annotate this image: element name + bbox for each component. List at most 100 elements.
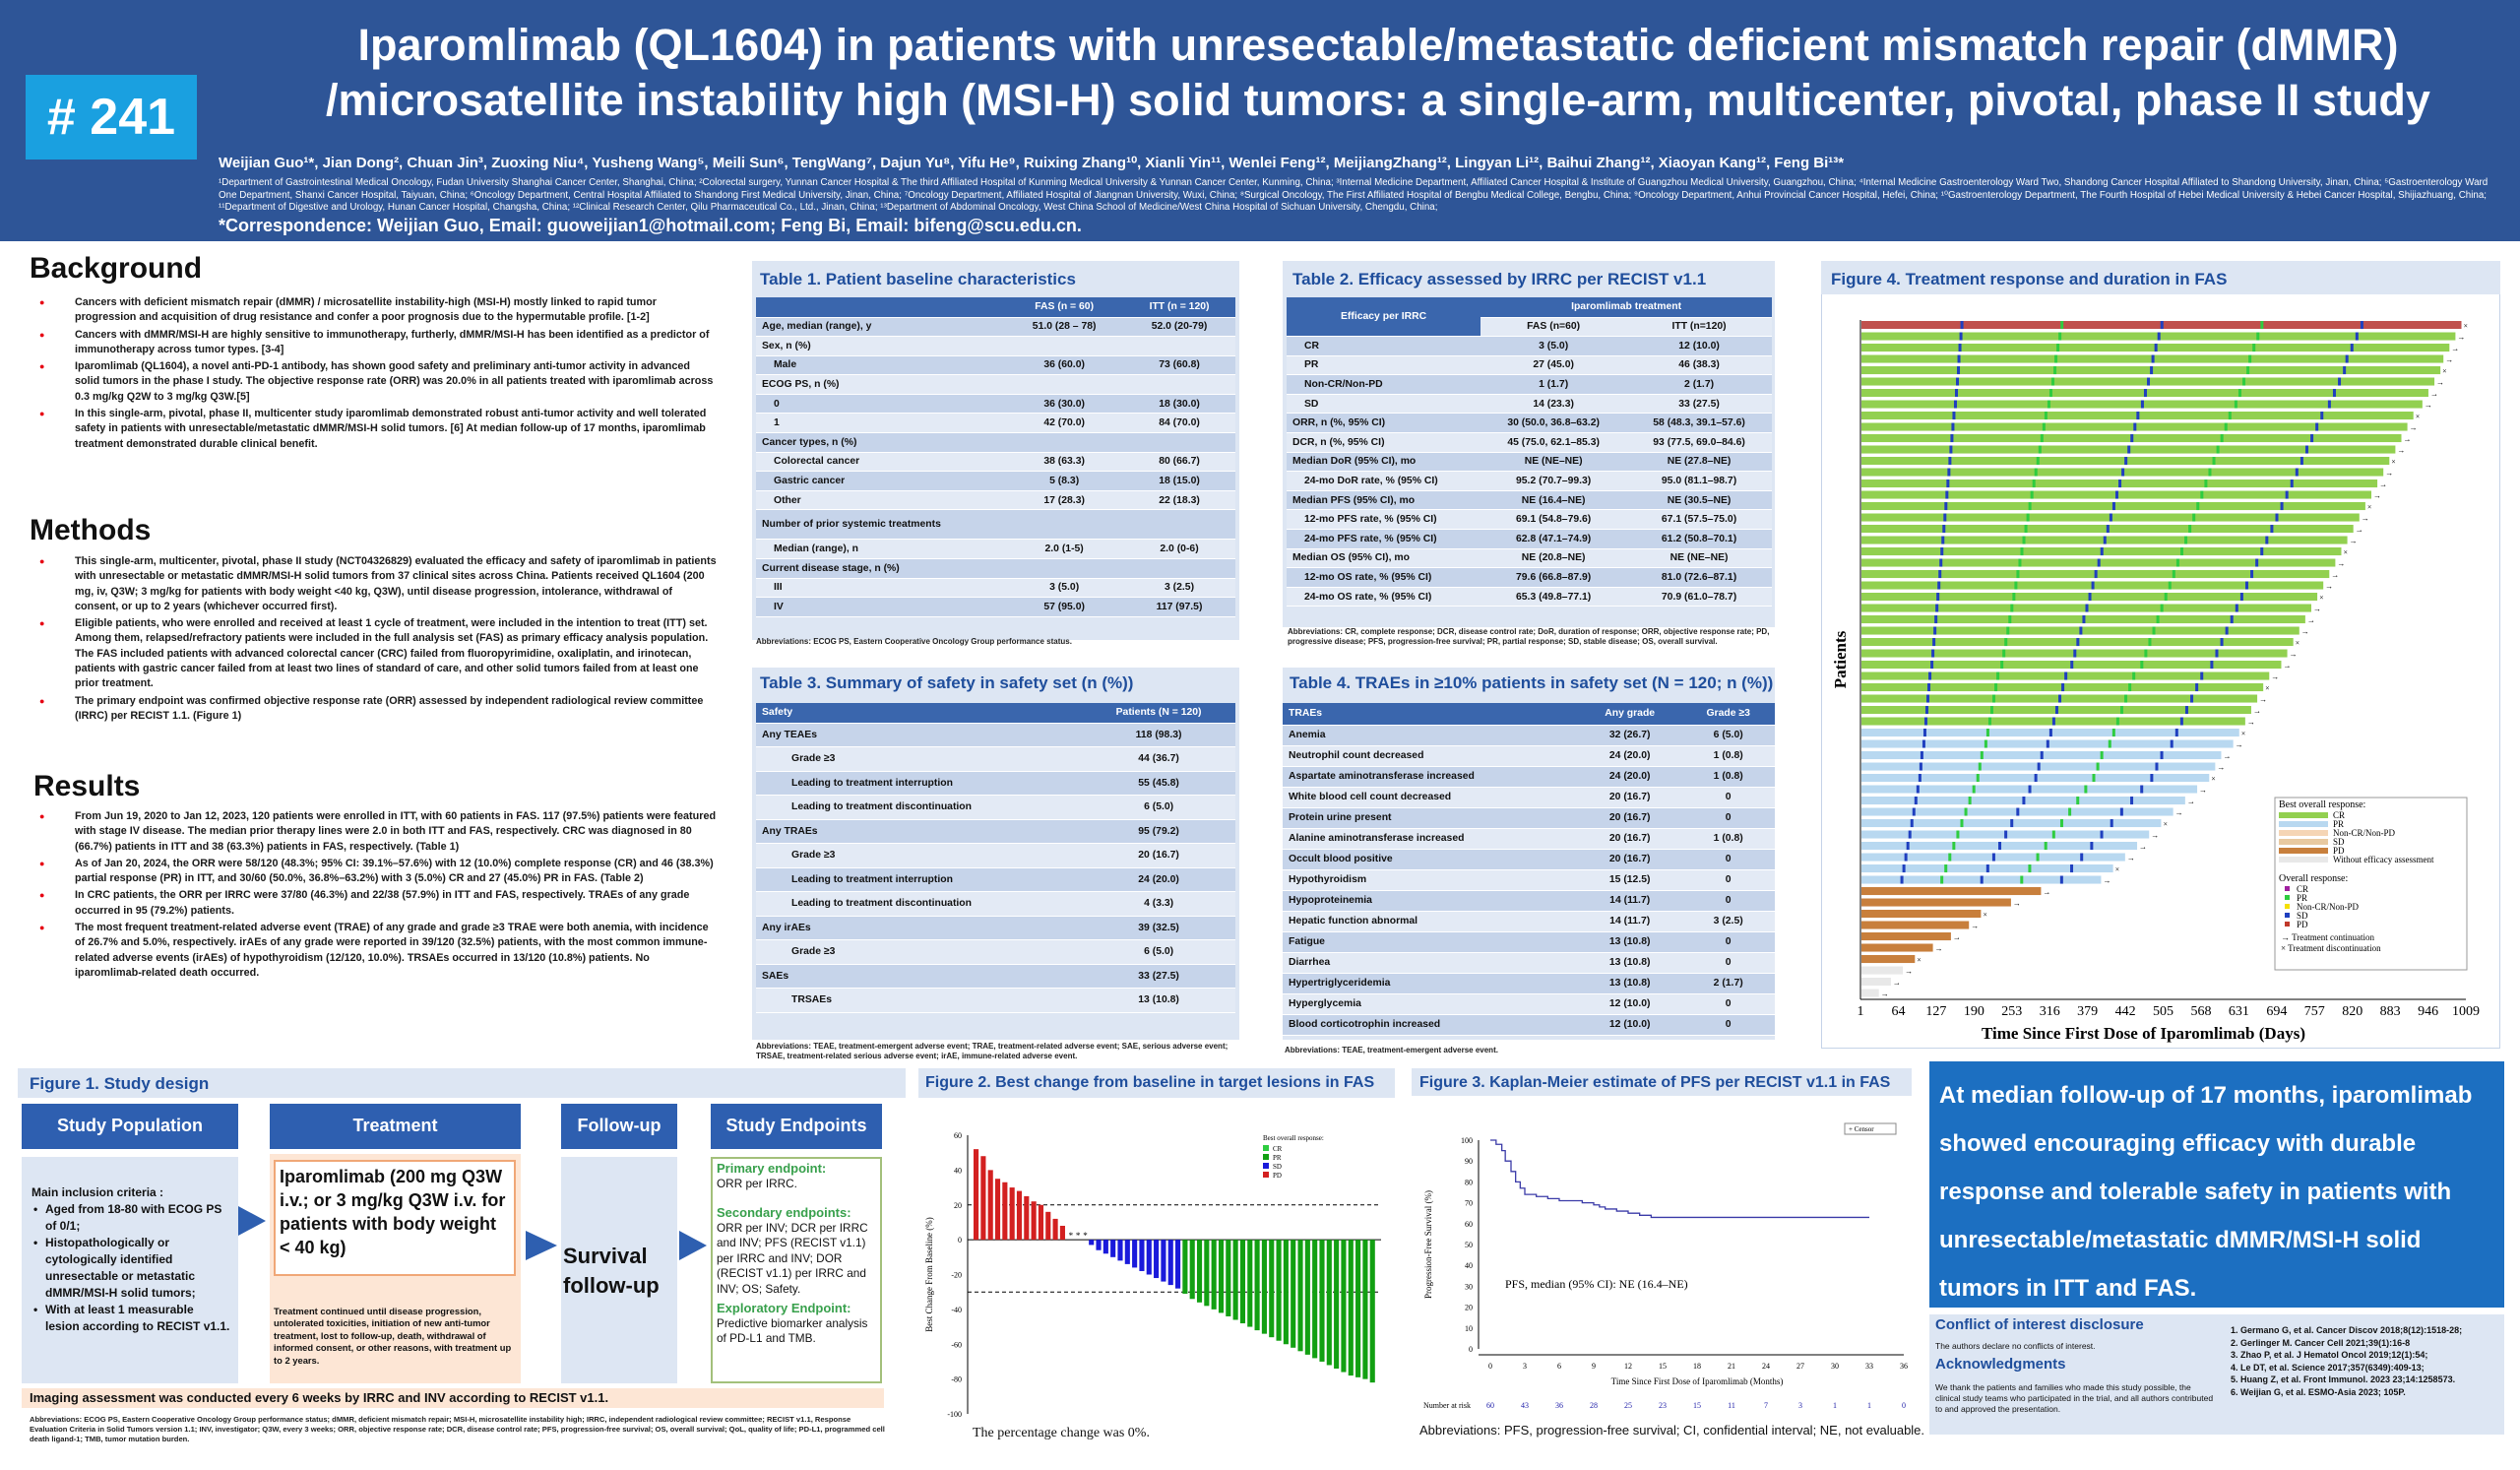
table-row: Non-CR/Non-PD 1 (1.7) 2 (1.7) [1287, 374, 1772, 395]
table-cell: 95 (79.2) [1082, 819, 1235, 844]
f4-status-mark: × [2163, 819, 2168, 828]
f2-bar [1362, 1240, 1368, 1379]
f4-response-mark [2022, 536, 2026, 544]
f4-response-mark [2058, 694, 2062, 703]
table-row: SD 14 (23.3) 33 (27.5) [1287, 394, 1772, 415]
t1-header [756, 297, 1006, 318]
table-cell: 14 (11.7) [1578, 890, 1682, 912]
f4-response-mark [2246, 366, 2250, 375]
f2-bar [1326, 1240, 1332, 1366]
table-cell: 79.6 (66.8–87.9) [1480, 567, 1627, 588]
f4-status-mark: → [2451, 344, 2459, 352]
table-cell: Median PFS (95% CI), mo [1287, 490, 1481, 511]
table-cell: PR [1287, 355, 1481, 376]
f3-risk-value: 1 [1867, 1401, 1871, 1410]
t3-header: Patients (N = 120) [1082, 703, 1235, 724]
table2-title: Table 2. Efficacy assessed by IRRC per R… [1292, 270, 1707, 288]
f4-response-mark [2228, 412, 2232, 420]
f4-response-mark [1964, 807, 1968, 816]
primary-title: Primary endpoint: [717, 1161, 827, 1176]
f2-bar [1312, 1240, 1318, 1359]
f4-response-mark [2037, 762, 2041, 771]
background-item: Iparomlimab (QL1604), a novel anti-PD-1 … [28, 359, 717, 405]
f4-response-mark [2148, 638, 2152, 647]
table-cell: Leading to treatment discontinuation [756, 891, 1083, 917]
f2-ytick: 60 [954, 1131, 962, 1140]
f4-response-mark [2022, 797, 2026, 805]
f4-response-mark [2216, 445, 2220, 454]
f4-bar [1861, 989, 1879, 997]
table-cell: NE (NE–NE) [1480, 452, 1627, 473]
f3-ytick: 90 [1465, 1157, 1473, 1166]
f4-response-mark [2237, 389, 2241, 398]
f4-response-mark [2059, 819, 2063, 828]
f3-xtick: 24 [1762, 1362, 1770, 1371]
table-cell: 81.0 (72.6–87.1) [1626, 567, 1772, 588]
f4-response-mark [1994, 683, 1998, 692]
f4-response-mark [2096, 762, 2100, 771]
f4-status-mark: → [2410, 423, 2418, 432]
table-cell: 0 [756, 394, 1006, 415]
f4-legend2-swatch [2285, 904, 2290, 909]
f4-response-mark [2345, 354, 2349, 363]
f4-response-mark [2111, 729, 2115, 737]
f4-response-mark [2300, 457, 2303, 466]
f4-response-mark [1914, 797, 1918, 805]
table-cell: Protein urine present [1283, 807, 1578, 829]
f4-response-mark [2046, 739, 2049, 748]
f2-bar [980, 1156, 986, 1241]
f4-legend1-label: CR [2333, 810, 2345, 820]
f4-status-mark: → [2283, 661, 2291, 670]
f4-status-mark: → [2043, 887, 2050, 896]
f4-xtick: 757 [2304, 1004, 2325, 1019]
table-cell: DCR, n (%, 95% CI) [1287, 432, 1481, 453]
f4-response-mark [2355, 332, 2359, 341]
f4-legend2-swatch [2285, 922, 2290, 927]
treatment-regimen: Iparomlimab (200 mg Q3W i.v.; or 3 mg/kg… [274, 1160, 516, 1276]
table-row: Diarrhea 13 (10.8) 0 [1283, 952, 1775, 974]
f2-bar [994, 1179, 1001, 1241]
f3-risk-value: 28 [1590, 1401, 1598, 1410]
f4-response-mark [2179, 547, 2183, 556]
f2-legend-swatch [1263, 1145, 1269, 1151]
f4-response-mark [2156, 615, 2160, 624]
f2-bar [1189, 1240, 1195, 1300]
f4-response-mark [2184, 706, 2188, 715]
results-item: In CRC patients, the ORR per IRRC were 3… [28, 888, 717, 919]
table-cell: 93 (77.5, 69.0–84.6) [1626, 432, 1772, 453]
table-cell: 117 (97.5) [1123, 597, 1235, 617]
arrow-icon-1 [238, 1206, 266, 1236]
f4-bar [1861, 898, 2011, 907]
figure2-chart: 60 40 20 0 -20 -40 -60 -80 -100 Best Change From … [924, 1131, 1381, 1419]
f4-xtick: 442 [2115, 1004, 2136, 1019]
f4-legend1-label: PD [2333, 846, 2345, 856]
f4-response-mark [2285, 490, 2289, 499]
f2-bar [1052, 1218, 1058, 1241]
f4-response-mark [2315, 422, 2319, 431]
table-cell: NE (27.8–NE) [1626, 452, 1772, 473]
table-row: Alanine aminotransferase increased 20 (16… [1283, 828, 1775, 850]
f4-response-mark [2121, 468, 2125, 477]
table-cell: Diarrhea [1283, 952, 1578, 974]
table-cell: Hyperglycemia [1283, 993, 1578, 1015]
f4-response-mark [2332, 389, 2336, 398]
f4-status-mark: × [1917, 955, 1922, 964]
table-cell: ECOG PS, n (%) [756, 374, 1006, 395]
f4-response-mark [2140, 661, 2144, 670]
f4-response-mark [2085, 604, 2089, 612]
f4-response-mark [2042, 422, 2046, 431]
table-cell: Male [756, 355, 1006, 376]
f4-response-mark [1972, 785, 1976, 794]
f4-response-mark [1939, 558, 1943, 567]
table-row: Blood corticotrophin increased 12 (10.0) 0 [1283, 1014, 1775, 1036]
table-cell: 20 (16.7) [1578, 787, 1682, 808]
f4-xtick: 64 [1891, 1004, 1905, 1019]
f4-response-mark [1927, 683, 1931, 692]
background-item: In this single-arm, pivotal, phase II, m… [28, 407, 717, 452]
f4-legend2-title: Overall response: [2279, 873, 2348, 884]
f4-response-mark [2051, 830, 2055, 839]
f4-response-mark [2225, 626, 2229, 635]
table-cell: Alanine aminotransferase increased [1283, 828, 1578, 850]
table-cell: 3 (5.0) [1480, 336, 1627, 356]
f4-status-mark: × [2367, 502, 2372, 511]
